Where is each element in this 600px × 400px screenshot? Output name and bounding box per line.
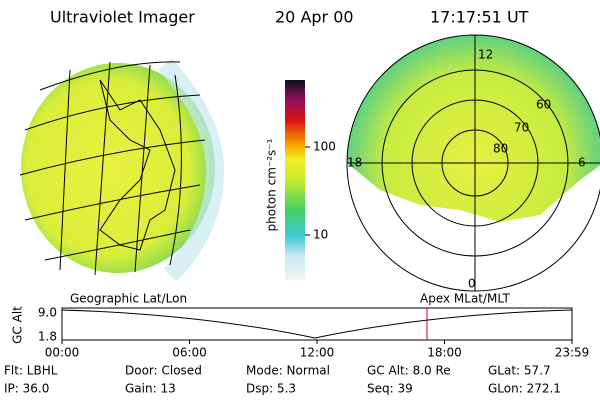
info-field: Door: Closed <box>125 364 202 378</box>
y-tick-label: 1.8 <box>38 330 57 344</box>
info-field: Flt: LBHL <box>4 364 58 378</box>
x-tick-label: 06:00 <box>172 346 207 360</box>
instrument: Ultraviolet Imager <box>50 8 195 27</box>
y-label: GC Alt <box>11 306 25 344</box>
colorbar <box>285 80 305 280</box>
info-field: GLon: 272.1 <box>488 382 561 396</box>
altitude-curve <box>61 309 573 339</box>
globe-image <box>19 58 225 282</box>
y-tick-label: 9.0 <box>38 306 57 320</box>
colorbar-tick-label: 10 <box>313 228 328 242</box>
x-tick-label: 00:00 <box>45 346 80 360</box>
info-field: IP: 36.0 <box>4 382 49 396</box>
date: 20 Apr 00 <box>275 8 354 27</box>
mlat-label: 70 <box>514 121 529 135</box>
panel-title: Apex MLat/MLT <box>420 292 510 306</box>
colorbar-label: photon cm⁻²s⁻¹ <box>265 138 279 231</box>
mlt-label: 0 <box>468 277 476 291</box>
info-field: Gain: 13 <box>125 382 176 396</box>
mlt-label: 18 <box>347 156 362 170</box>
colorbar-tick-label: 100 <box>313 140 336 154</box>
info-field: Seq: 39 <box>367 382 413 396</box>
mlt-label: 12 <box>478 48 493 62</box>
info-field: Mode: Normal <box>246 364 330 378</box>
info-field: GLat: 57.7 <box>488 364 551 378</box>
mlat-label: 80 <box>493 142 508 156</box>
panel-title: Geographic Lat/Lon <box>70 292 187 306</box>
mlt-label: 6 <box>578 156 586 170</box>
mlat-label: 60 <box>536 98 551 112</box>
info-field: Dsp: 5.3 <box>246 382 296 396</box>
time: 17:17:51 UT <box>430 8 529 27</box>
polar-plot <box>346 34 600 292</box>
info-field: GC Alt: 8.0 Re <box>367 364 451 378</box>
x-tick-label: 18:00 <box>427 346 462 360</box>
x-tick-label: 23:59 <box>555 346 590 360</box>
x-tick-label: 12:00 <box>300 346 335 360</box>
altitude-panel <box>61 307 573 341</box>
